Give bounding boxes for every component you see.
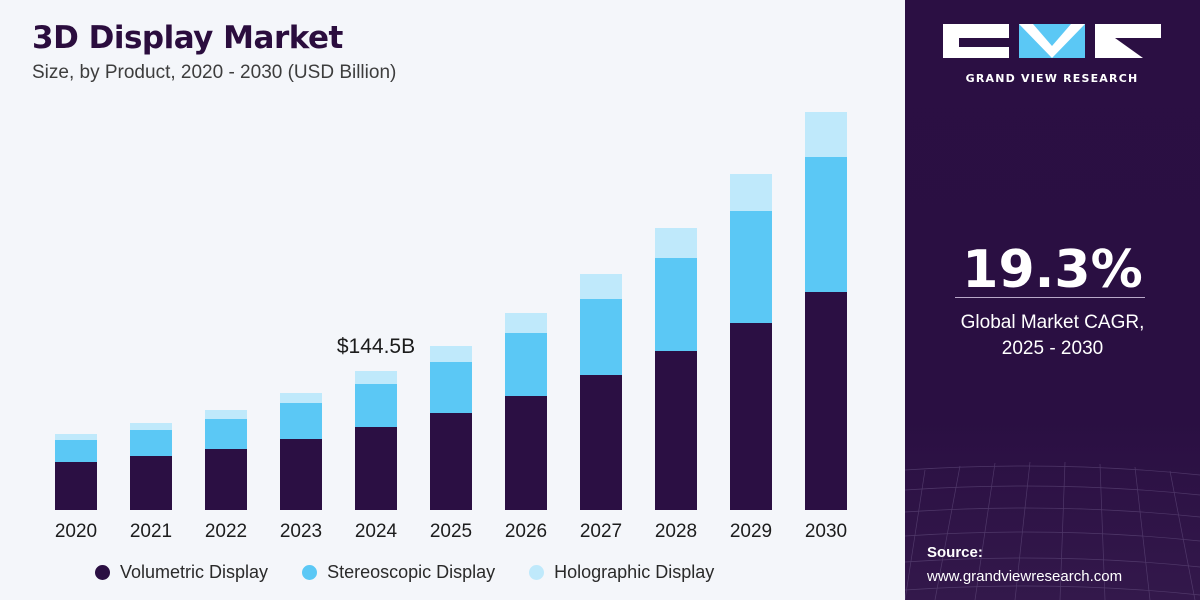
x-tick-label-2029: 2029 bbox=[730, 521, 772, 542]
legend-label-stereoscopic: Stereoscopic Display bbox=[327, 562, 496, 582]
x-tick-label-2023: 2023 bbox=[280, 521, 322, 542]
bar-stereoscopic-2022 bbox=[205, 419, 247, 449]
bar-volumetric-2021 bbox=[130, 456, 172, 510]
bar-stereoscopic-2024 bbox=[355, 384, 397, 427]
brand-name: GRAND VIEW RESEARCH bbox=[965, 72, 1139, 85]
bar-holographic-2029 bbox=[730, 174, 772, 211]
cagr-caption-line1: Global Market CAGR, bbox=[960, 312, 1145, 333]
x-tick-label-2027: 2027 bbox=[580, 521, 622, 542]
bar-volumetric-2025 bbox=[430, 413, 472, 510]
legend-swatch-holographic bbox=[529, 565, 545, 580]
bar-stereoscopic-2020 bbox=[55, 440, 97, 462]
source-link[interactable]: www.grandviewresearch.com bbox=[927, 568, 1123, 585]
sidebar-panel: GRAND VIEW RESEARCH 19.3% Global Market … bbox=[905, 0, 1200, 600]
bar-volumetric-2026 bbox=[505, 396, 547, 510]
bar-volumetric-2022 bbox=[205, 449, 247, 510]
bar-stereoscopic-2028 bbox=[655, 258, 697, 351]
bar-volumetric-2028 bbox=[655, 351, 697, 510]
bar-holographic-2021 bbox=[130, 423, 172, 430]
x-tick-label-2028: 2028 bbox=[655, 521, 697, 542]
chart-panel: 3D Display Market Size, by Product, 2020… bbox=[0, 0, 905, 600]
bar-holographic-2024 bbox=[355, 371, 397, 384]
grand-view-research-logo bbox=[943, 24, 1161, 58]
x-tick-label-2021: 2021 bbox=[130, 521, 172, 542]
bar-holographic-2025 bbox=[430, 346, 472, 362]
stacked-bar-chart: 2020 2021 2022 2023 $144.5B 2024 2025 2026 2027 2… bbox=[55, 112, 847, 542]
x-tick-label-2022: 2022 bbox=[205, 521, 247, 542]
x-tick-label-2030: 2030 bbox=[805, 521, 847, 542]
bar-stereoscopic-2023 bbox=[280, 403, 322, 439]
legend-swatch-volumetric bbox=[95, 565, 110, 580]
perspective-grid-graphic bbox=[905, 461, 1200, 600]
legend-item-stereoscopic: Stereoscopic Display bbox=[302, 562, 495, 583]
bar-volumetric-2023 bbox=[280, 439, 322, 510]
bar-holographic-2020 bbox=[55, 434, 97, 440]
legend-label-holographic: Holographic Display bbox=[554, 562, 715, 582]
legend-label-volumetric: Volumetric Display bbox=[120, 562, 269, 582]
bar-volumetric-2027 bbox=[580, 375, 622, 510]
bar-holographic-2026 bbox=[505, 313, 547, 333]
bar-holographic-2028 bbox=[655, 228, 697, 258]
bar-volumetric-2020 bbox=[55, 462, 97, 510]
cagr-caption-line2: 2025 - 2030 bbox=[1001, 338, 1104, 359]
bar-stereoscopic-2030 bbox=[805, 157, 847, 292]
bar-volumetric-2024 bbox=[355, 427, 397, 510]
bar-stereoscopic-2029 bbox=[730, 211, 772, 323]
chart-legend: Volumetric Display Stereoscopic Display … bbox=[95, 562, 714, 583]
legend-item-holographic: Holographic Display bbox=[529, 562, 714, 583]
bar-stereoscopic-2027 bbox=[580, 299, 622, 375]
bar-stereoscopic-2021 bbox=[130, 430, 172, 456]
source-label: Source: bbox=[927, 544, 983, 561]
bar-holographic-2022 bbox=[205, 410, 247, 419]
cagr-value: 19.3% bbox=[962, 240, 1143, 300]
x-tick-label-2020: 2020 bbox=[55, 521, 97, 542]
chart-subtitle: Size, by Product, 2020 - 2030 (USD Billi… bbox=[32, 62, 397, 83]
bar-holographic-2030 bbox=[805, 112, 847, 157]
data-label-2024: $144.5B bbox=[337, 335, 415, 358]
bar-holographic-2023 bbox=[280, 393, 322, 403]
cagr-divider bbox=[955, 297, 1145, 298]
legend-item-volumetric: Volumetric Display bbox=[95, 562, 268, 583]
x-tick-label-2024: 2024 bbox=[355, 521, 398, 542]
x-tick-label-2026: 2026 bbox=[505, 521, 547, 542]
cagr-caption: Global Market CAGR, 2025 - 2030 bbox=[905, 310, 1200, 362]
bar-stereoscopic-2025 bbox=[430, 362, 472, 413]
legend-swatch-stereoscopic bbox=[302, 565, 318, 580]
bar-stereoscopic-2026 bbox=[505, 333, 547, 396]
chart-title: 3D Display Market bbox=[32, 20, 343, 56]
bar-volumetric-2030 bbox=[805, 292, 847, 510]
x-tick-label-2025: 2025 bbox=[430, 521, 472, 542]
bar-holographic-2027 bbox=[580, 274, 622, 299]
bar-volumetric-2029 bbox=[730, 323, 772, 510]
